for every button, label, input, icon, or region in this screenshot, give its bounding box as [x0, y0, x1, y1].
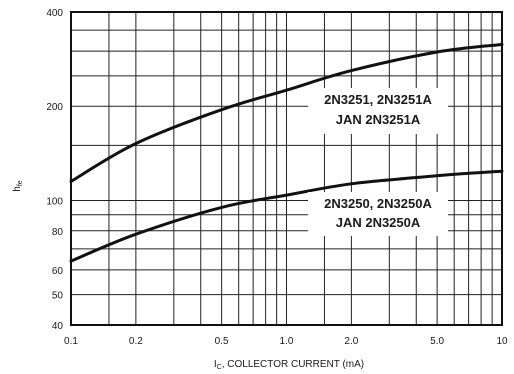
y-tick-label: 40	[52, 321, 64, 332]
y-tick-label: 80	[52, 227, 64, 238]
series-1-label-line-2: JAN 2N3251A	[336, 112, 421, 127]
x-tick-label: 0.1	[64, 336, 78, 347]
y-tick-labels: 40 50 60 80 100 200 400	[46, 8, 63, 332]
x-tick-label: 5.0	[430, 336, 444, 347]
y-axis-label-sub: fe	[17, 180, 24, 186]
y-tick-label: 200	[46, 102, 63, 113]
x-axis-label: IC, COLLECTOR CURRENT (mA)	[214, 359, 364, 371]
x-axis-label-rest: , COLLECTOR CURRENT (mA)	[222, 359, 364, 370]
series-curves	[69, 43, 504, 263]
series-2-label-line-2: JAN 2N3250A	[336, 215, 421, 230]
plot-frame	[70, 11, 503, 326]
x-tick-label: 10	[496, 336, 508, 347]
x-tick-label: 0.2	[129, 336, 143, 347]
series-1-label-line-1: 2N3251, 2N3251A	[324, 92, 432, 107]
x-tick-label: 0.5	[215, 336, 229, 347]
y-axis-label-main: h	[12, 186, 23, 192]
x-tick-labels: 0.1 0.2 0.5 1.0 2.0 5.0 10	[64, 336, 508, 347]
x-tick-label: 2.0	[344, 336, 358, 347]
series-1-label-bg	[308, 88, 448, 134]
y-axis-label: hfe	[12, 180, 24, 192]
x-axis-label-sub: C	[217, 364, 222, 371]
x-tick-label: 1.0	[280, 336, 294, 347]
y-tick-label: 100	[46, 196, 63, 207]
y-tick-label: 50	[52, 291, 64, 302]
y-tick-label: 400	[46, 8, 63, 19]
series-2-label-bg	[308, 192, 448, 236]
series-1-curve	[69, 43, 504, 183]
series-2-curve	[69, 169, 504, 263]
grid-lines	[70, 11, 503, 326]
x-axis-label-main: I	[214, 359, 217, 370]
y-tick-label: 60	[52, 266, 64, 277]
series-2-label-line-1: 2N3250, 2N3250A	[324, 196, 432, 211]
